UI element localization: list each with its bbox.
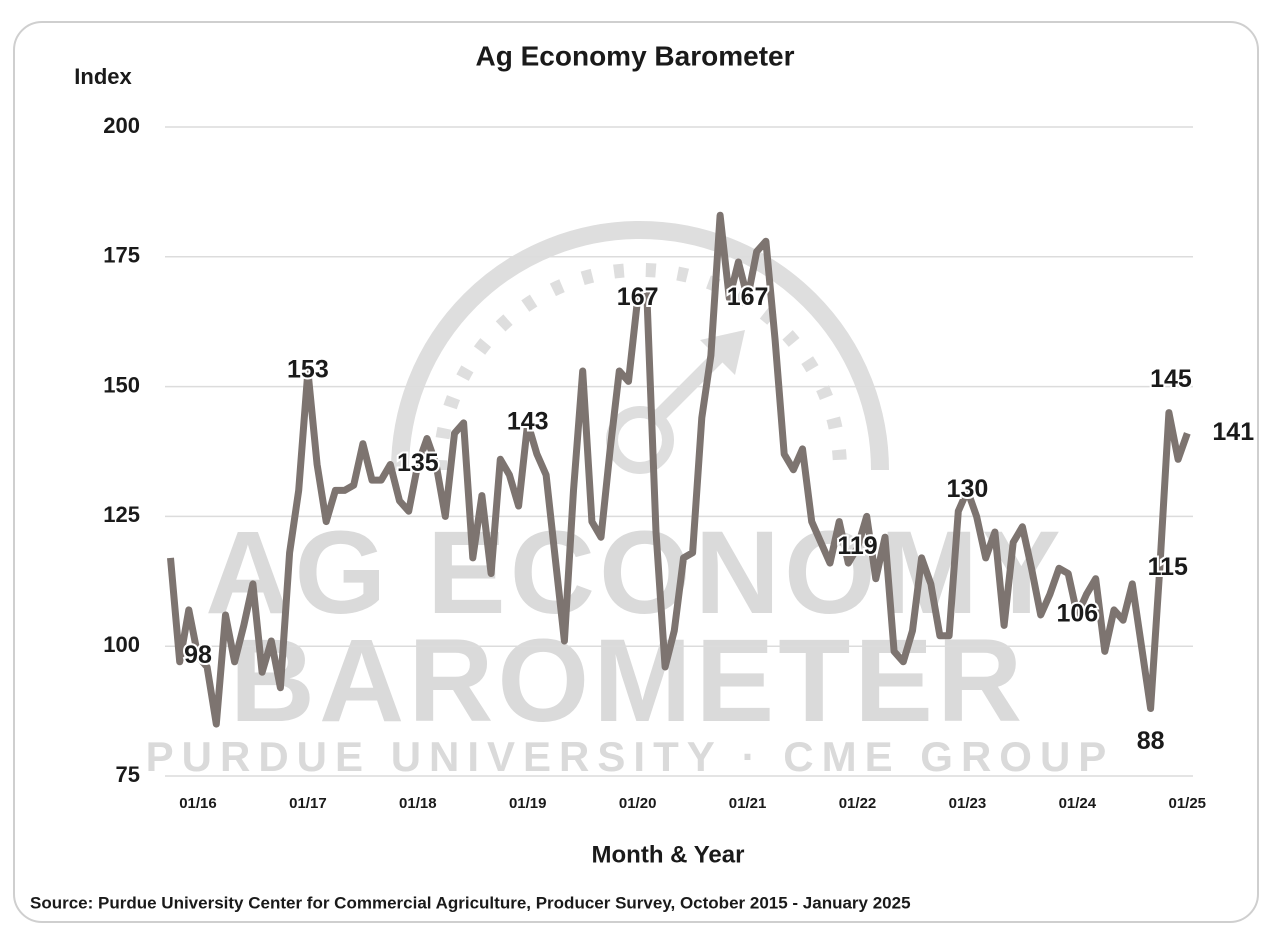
data-label: 153 bbox=[287, 356, 329, 384]
x-tick-label: 01/23 bbox=[949, 795, 987, 812]
watermark-text: BAROMETER bbox=[230, 615, 1026, 747]
x-tick-label: 01/18 bbox=[399, 795, 437, 812]
data-line bbox=[167, 211, 1191, 728]
data-label: 135 bbox=[397, 449, 439, 477]
data-label: 119 bbox=[837, 532, 877, 560]
x-tick-label: 01/20 bbox=[619, 795, 657, 812]
y-tick-label: 200 bbox=[103, 113, 140, 138]
y-tick-label: 150 bbox=[103, 372, 140, 397]
chart-title: Ag Economy Barometer bbox=[476, 40, 795, 71]
data-label: 145 bbox=[1150, 365, 1192, 393]
data-label: 130 bbox=[947, 475, 989, 503]
data-label: 167 bbox=[727, 283, 769, 311]
x-tick-label: 01/17 bbox=[289, 795, 327, 812]
data-label: 167 bbox=[617, 283, 659, 311]
x-tick-label: 01/21 bbox=[729, 795, 767, 812]
data-label: 143 bbox=[507, 408, 549, 436]
y-tick-label: 100 bbox=[103, 632, 140, 657]
data-label: 106 bbox=[1056, 600, 1098, 628]
y-axis-label: Index bbox=[74, 64, 132, 89]
source-note: Source: Purdue University Center for Com… bbox=[30, 893, 911, 912]
y-tick-label: 75 bbox=[116, 762, 140, 787]
data-label: 115 bbox=[1148, 553, 1188, 581]
data-label: 98 bbox=[184, 641, 212, 669]
watermark-text: PURDUE UNIVERSITY · CME GROUP bbox=[146, 733, 1115, 780]
y-tick-label: 175 bbox=[103, 243, 140, 268]
x-tick-label: 01/19 bbox=[509, 795, 547, 812]
y-tick-label: 125 bbox=[103, 502, 140, 527]
x-tick-label: 01/24 bbox=[1059, 795, 1097, 812]
x-tick-label: 01/25 bbox=[1168, 795, 1206, 812]
x-tick-label: 01/22 bbox=[839, 795, 877, 812]
data-label: 141 bbox=[1212, 418, 1254, 446]
data-label: 88 bbox=[1137, 727, 1165, 755]
x-tick-label: 01/16 bbox=[179, 795, 217, 812]
x-axis-label: Month & Year bbox=[592, 841, 745, 868]
